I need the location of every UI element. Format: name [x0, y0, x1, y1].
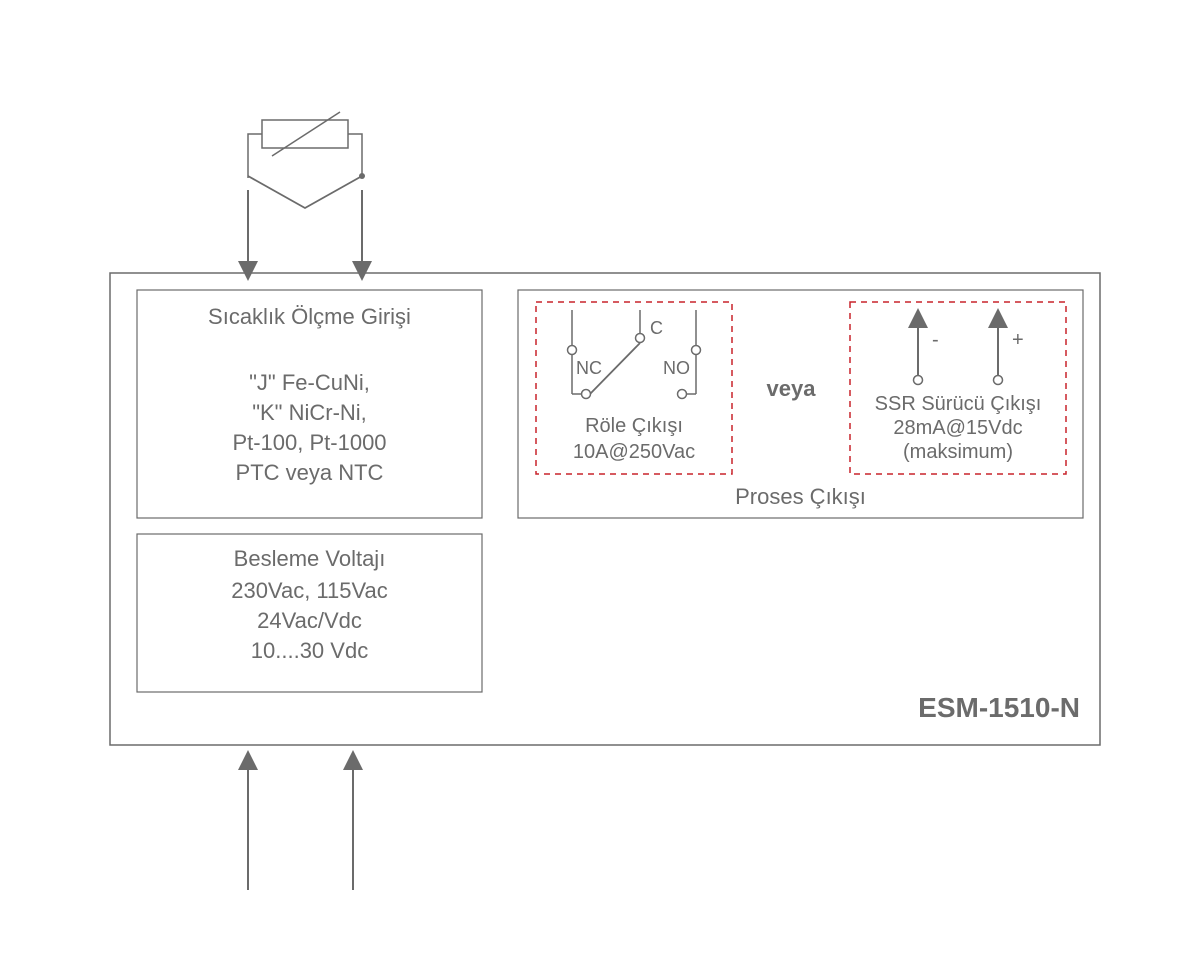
process-label: Proses Çıkışı — [735, 484, 866, 509]
relay-line: Röle Çıkışı — [585, 415, 683, 437]
relay-c: C — [650, 318, 663, 338]
ssr-minus: - — [932, 329, 939, 351]
or-label: veya — [767, 376, 817, 401]
relay-symbol — [568, 310, 701, 399]
input-line: "J" Fe-CuNi, — [249, 370, 370, 395]
ssr-plus: + — [1012, 329, 1024, 351]
input-title: Sıcaklık Ölçme Girişi — [208, 304, 411, 329]
relay-no: NO — [663, 358, 690, 378]
block-diagram: Sıcaklık Ölçme Girişi "J" Fe-CuNi, "K" NiC… — [0, 0, 1200, 972]
supply-line: 10....30 Vdc — [251, 638, 368, 663]
relay-line: 10A@250Vac — [573, 441, 695, 463]
supply-line: 230Vac, 115Vac — [231, 578, 388, 603]
input-line: PTC veya NTC — [236, 460, 384, 485]
ssr-line: SSR Sürücü Çıkışı — [875, 393, 1042, 415]
relay-nc: NC — [576, 358, 602, 378]
ssr-symbol — [914, 318, 1003, 385]
ssr-line: (maksimum) — [903, 441, 1013, 463]
input-line: "K" NiCr-Ni, — [252, 400, 367, 425]
sensor-symbol — [248, 112, 365, 271]
main-box — [110, 273, 1100, 745]
supply-line: 24Vac/Vdc — [257, 608, 362, 633]
input-line: Pt-100, Pt-1000 — [232, 430, 386, 455]
ssr-line: 28mA@15Vdc — [893, 417, 1022, 439]
supply-title: Besleme Voltajı — [234, 546, 386, 571]
model-label: ESM-1510-N — [918, 692, 1080, 723]
